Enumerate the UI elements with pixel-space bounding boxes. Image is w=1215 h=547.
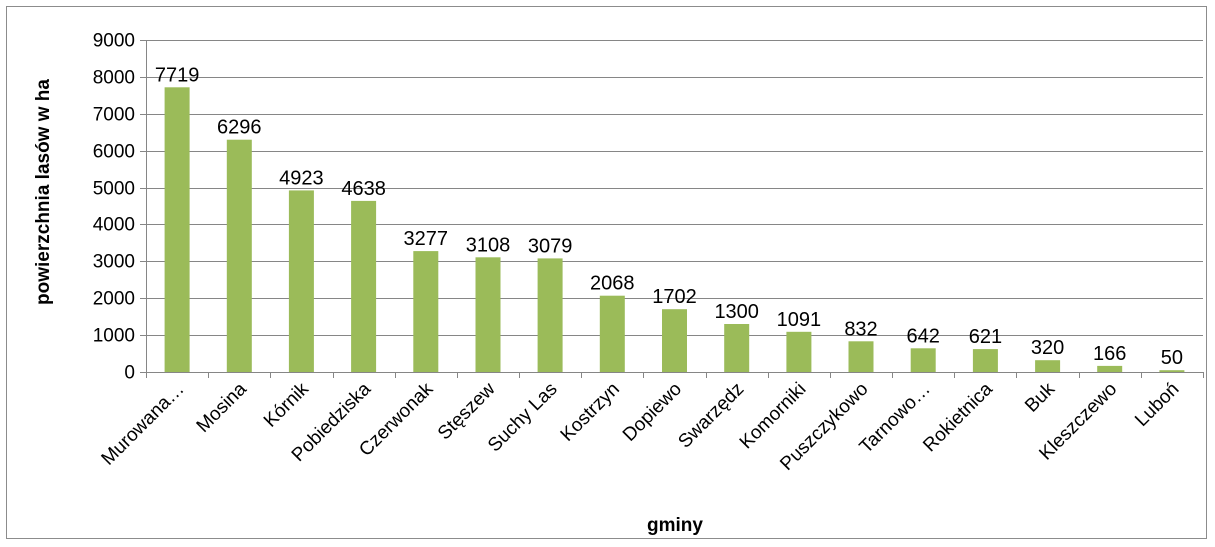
- data-label: 320: [1031, 337, 1064, 359]
- axes: [140, 40, 1204, 378]
- x-tick-label: Kórnik: [260, 378, 313, 431]
- bar: [662, 309, 687, 372]
- bar: [475, 257, 501, 372]
- y-tick-label: 5000: [93, 179, 135, 200]
- data-label: 1300: [714, 301, 759, 323]
- x-tick-label: Buk: [1021, 378, 1059, 416]
- y-tick-label: 6000: [93, 142, 135, 163]
- bar: [972, 349, 998, 372]
- y-tick-label: 7000: [93, 105, 135, 126]
- y-tick-labels: 0 1000 2000 3000 4000 5000 6000 7000 8000 9000: [93, 31, 135, 384]
- data-label: 832: [844, 318, 877, 340]
- bar: [848, 341, 874, 372]
- bar: [1035, 360, 1061, 372]
- bar: [537, 258, 563, 372]
- data-label: 4923: [279, 167, 324, 189]
- bar-chart: 0 1000 2000 3000 4000 5000 6000 7000 8000 9000 Mu…: [33, 31, 1204, 536]
- bar: [226, 139, 252, 372]
- x-tick-label: Mosina: [193, 378, 251, 436]
- bar: [786, 331, 812, 372]
- bar: [599, 295, 625, 372]
- data-label: 1091: [777, 309, 822, 331]
- bar: [724, 324, 750, 372]
- data-label: 4638: [341, 178, 386, 200]
- y-tick-label: 2000: [93, 289, 135, 310]
- y-axis-title: powierzchnia lasów w ha: [33, 79, 54, 305]
- bar: [910, 348, 936, 372]
- bar: [1159, 370, 1185, 372]
- data-label: 166: [1093, 343, 1126, 365]
- y-tick-label: 4000: [93, 215, 135, 236]
- data-label: 3079: [528, 235, 573, 257]
- bar: [1097, 365, 1123, 372]
- data-label: 50: [1161, 347, 1183, 369]
- data-label: 642: [907, 325, 940, 347]
- data-label: 7719: [155, 64, 200, 86]
- data-label: 3277: [404, 228, 449, 250]
- bar: [351, 200, 377, 372]
- x-axis-title: gminy: [647, 515, 703, 536]
- data-labels: 7719 6296 4923 4638 3277 3108 3079 2068 1702 1300…: [155, 64, 1183, 369]
- data-label: 1702: [652, 286, 697, 308]
- x-tick-label: Murowana…: [98, 379, 189, 470]
- y-tick-label: 0: [124, 363, 135, 384]
- y-tick-label: 3000: [93, 252, 135, 273]
- x-tick-label: Kostrzyn: [557, 379, 624, 446]
- data-label: 6296: [217, 117, 262, 139]
- y-tick-label: 9000: [93, 31, 135, 52]
- bar: [413, 251, 439, 372]
- y-tick-label: 1000: [93, 326, 135, 347]
- x-tick-label: Swarzędz: [674, 379, 748, 453]
- chart-frame: 0 1000 2000 3000 4000 5000 6000 7000 8000 9000 Mu…: [6, 6, 1207, 539]
- x-tick-label: Luboń: [1131, 379, 1183, 431]
- data-label: 621: [969, 326, 1002, 348]
- bars: [164, 87, 1185, 373]
- y-tick-label: 8000: [93, 68, 135, 89]
- x-tick-labels: Murowana… Mosina KórnikPobiedziskaCzerwona…: [98, 378, 1184, 475]
- data-label: 3108: [466, 234, 511, 256]
- bar: [288, 190, 314, 372]
- data-label: 2068: [590, 273, 635, 295]
- gridlines: [146, 40, 1203, 336]
- bar: [164, 87, 190, 373]
